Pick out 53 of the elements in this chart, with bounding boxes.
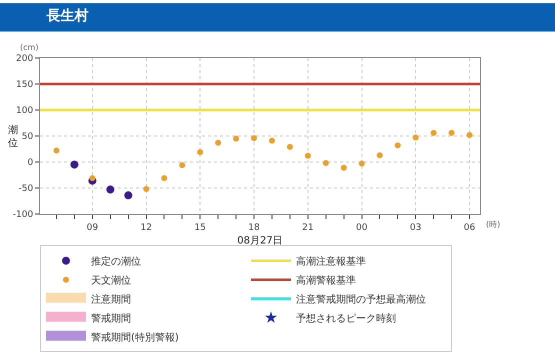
- point: [358, 160, 365, 167]
- y-tick-label: -100: [12, 210, 34, 220]
- point: [322, 160, 329, 166]
- y-tick-label: 50: [22, 132, 34, 142]
- point: [394, 142, 401, 148]
- point: [268, 138, 275, 144]
- legend-label: 推定の潮位: [91, 256, 141, 268]
- point: [412, 134, 419, 141]
- legend-label: 天文潮位: [91, 274, 131, 287]
- x-tick-label: 18: [248, 222, 260, 233]
- point: [53, 148, 60, 154]
- legend-label: 高潮警報基準: [296, 274, 356, 287]
- y-tick-label: 100: [16, 106, 34, 116]
- point: [233, 136, 240, 142]
- x-tick-label: 12: [140, 222, 152, 233]
- x-axis-title: 08月27日: [237, 235, 283, 246]
- point: [215, 140, 222, 146]
- point: [430, 130, 437, 136]
- point: [466, 132, 473, 138]
- x-tick-label: 00: [356, 222, 368, 233]
- y-tick-label: 0: [27, 158, 34, 168]
- legend-label: 警戒期間: [91, 312, 131, 325]
- x-tick-label: 21: [302, 222, 314, 233]
- point: [89, 175, 96, 182]
- y-tick-label: -50: [18, 184, 34, 194]
- legend-label: 注意期間: [91, 294, 131, 306]
- text: (cm): [20, 43, 38, 52]
- x-tick-label: 15: [194, 222, 206, 233]
- point: [340, 164, 347, 171]
- point: [143, 186, 150, 192]
- point: [70, 160, 78, 169]
- point: [179, 162, 186, 168]
- point: [161, 175, 168, 182]
- point: [251, 135, 258, 142]
- point: [304, 152, 311, 159]
- chart-title: 長生村: [45, 8, 88, 24]
- y-tick-label: 150: [16, 80, 34, 90]
- text: (時): [486, 220, 500, 229]
- point: [286, 144, 293, 150]
- legend-label: 予想されるピーク時刻: [296, 312, 396, 325]
- legend-label: 警戒期間(特別警報): [91, 332, 179, 344]
- x-tick-label: 09: [86, 222, 98, 233]
- legend-label: 高潮注意報基準: [296, 256, 366, 268]
- y-tick-label: 200: [16, 54, 34, 64]
- point: [106, 186, 114, 194]
- point: [124, 191, 132, 200]
- x-tick-label: 03: [410, 222, 422, 233]
- point: [197, 149, 204, 156]
- point: [448, 130, 455, 136]
- point: [376, 152, 383, 158]
- y-axis-title: 潮位: [8, 124, 18, 149]
- x-tick-label: 06: [464, 222, 476, 233]
- legend-label: 注意警戒期間の予想最高潮位: [296, 294, 426, 306]
